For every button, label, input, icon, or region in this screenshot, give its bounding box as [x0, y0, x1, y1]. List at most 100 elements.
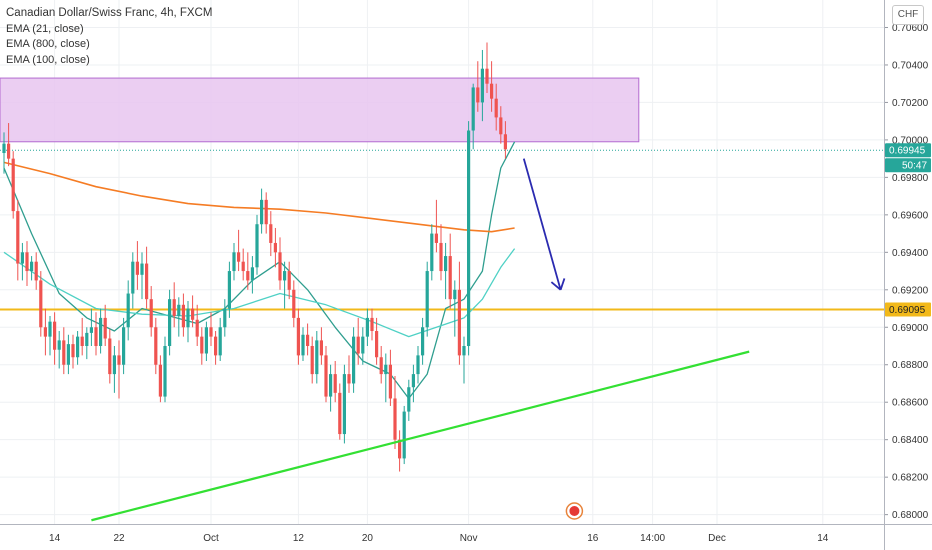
uptrend-line — [91, 350, 750, 522]
ema-layer — [3, 141, 516, 400]
candle-body — [365, 317, 369, 337]
price-label-bg — [885, 158, 931, 173]
time-tick-label: Nov — [460, 533, 478, 544]
candle-body — [448, 256, 452, 300]
event-marker-layer — [565, 502, 584, 520]
candle — [467, 121, 471, 356]
candle-body — [191, 308, 195, 320]
candle-body — [11, 158, 15, 212]
legend-ema-21[interactable]: EMA (21, close) — [6, 22, 84, 35]
candle-body — [393, 398, 397, 440]
candle-body — [494, 98, 498, 118]
candle — [485, 42, 489, 94]
price-tick-label: 0.69400 — [892, 248, 929, 259]
candle-body — [361, 336, 365, 354]
candle-body — [453, 289, 457, 300]
candle-body — [264, 199, 268, 225]
candle — [398, 430, 402, 472]
candle — [39, 271, 43, 337]
candle — [122, 317, 126, 375]
candle-body — [200, 336, 204, 354]
candle — [370, 308, 374, 341]
candle — [499, 106, 503, 144]
legend-symbol-title: Canadian Dollar/Swiss Franc, 4h, FXCM — [6, 7, 213, 19]
candle-body — [237, 252, 241, 262]
candle — [112, 346, 116, 393]
candle-body — [342, 374, 346, 435]
candle-body — [416, 355, 420, 375]
candle — [407, 379, 411, 421]
candle-body — [434, 233, 438, 243]
price-tick-label: 0.70200 — [892, 98, 929, 109]
candle — [490, 61, 494, 112]
candle-body — [375, 331, 379, 358]
candle-body — [260, 199, 264, 225]
candle — [2, 132, 6, 174]
candle-body — [85, 332, 89, 347]
currency-button[interactable]: CHF — [892, 5, 924, 25]
candle-body — [352, 336, 356, 384]
time-tick-label: 12 — [293, 533, 305, 544]
price-label-text: 0.69945 — [889, 146, 926, 157]
candle — [430, 224, 434, 281]
candle-body — [425, 271, 429, 328]
candle — [315, 331, 319, 384]
candle — [471, 83, 475, 150]
candle — [168, 289, 172, 356]
candle-body — [347, 374, 351, 384]
candle-body — [379, 357, 383, 375]
candle-body — [329, 374, 333, 397]
candle-body — [273, 242, 277, 253]
candle — [117, 340, 121, 399]
candle-body — [480, 68, 484, 103]
candle — [375, 317, 379, 365]
candle-body — [241, 261, 245, 272]
candle-body — [287, 271, 291, 290]
price-axis[interactable]: 0.70600 0.70400 0.70200 0.70000 0.69800 0.696… — [884, 0, 931, 550]
time-axis[interactable]: 14 22 Oct 12 20 Nov 16 14:00 Dec 14 — [0, 524, 932, 545]
candle — [480, 49, 484, 122]
legend-ema-100[interactable]: EMA (100, close) — [6, 53, 90, 66]
candle — [94, 312, 98, 356]
candle — [48, 316, 52, 356]
price-tick-label: 0.69600 — [892, 210, 929, 221]
candle — [66, 334, 70, 375]
candle — [43, 308, 47, 356]
candle-body — [315, 340, 319, 375]
candle-body — [476, 87, 480, 103]
candle — [301, 327, 305, 361]
candle — [476, 61, 480, 112]
candle — [140, 252, 144, 300]
candle-body — [48, 321, 52, 337]
candle — [177, 297, 181, 337]
candle-body — [269, 224, 273, 243]
candle — [158, 355, 162, 403]
down-arrow-head — [550, 281, 562, 291]
candle — [338, 383, 342, 440]
candle-body — [112, 355, 116, 375]
candle — [342, 364, 346, 444]
candle — [264, 192, 268, 234]
candle-body — [7, 143, 11, 159]
candle — [329, 364, 333, 412]
candle — [25, 241, 29, 287]
legend-ema-800[interactable]: EMA (800, close) — [6, 38, 90, 50]
resistance-zone-layer — [0, 77, 640, 143]
candle-body — [421, 327, 425, 356]
candle-body — [223, 308, 227, 328]
candle — [241, 248, 245, 281]
candle — [283, 261, 287, 309]
time-tick-label: 20 — [362, 533, 374, 544]
candle-body — [209, 327, 213, 337]
price-tick-label: 0.69200 — [892, 285, 929, 296]
candle — [186, 301, 190, 343]
candle — [131, 252, 135, 309]
candle-body — [467, 130, 471, 347]
candle — [278, 237, 282, 290]
candle — [99, 308, 103, 354]
candle — [361, 327, 365, 365]
candle — [11, 151, 15, 219]
price-tick-label: 0.68200 — [892, 473, 929, 484]
price-tick-label: 0.70000 — [892, 135, 929, 146]
